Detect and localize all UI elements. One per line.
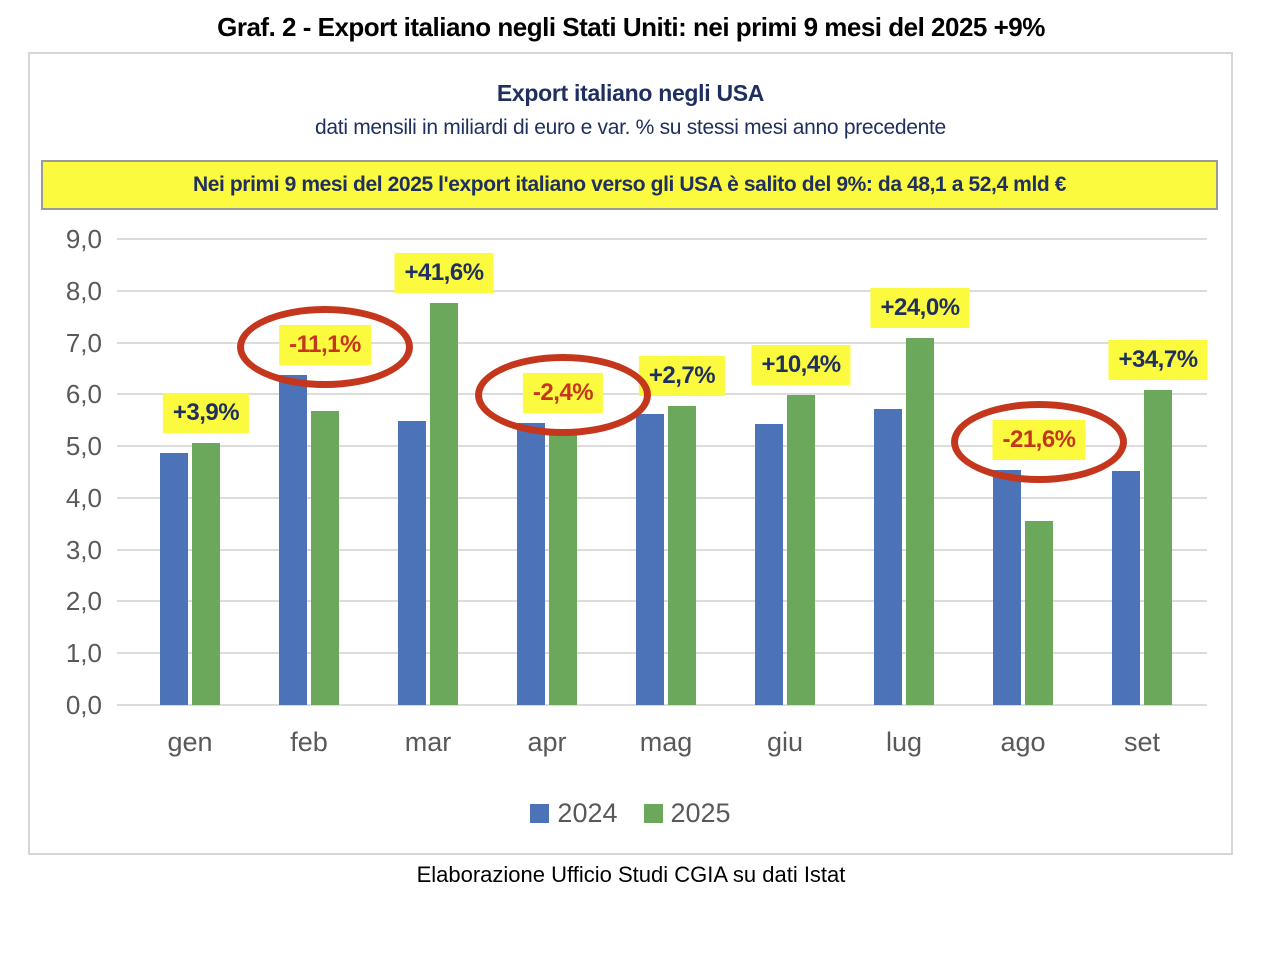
- footer-caption: Elaborazione Ufficio Studi CGIA su dati …: [416, 862, 846, 887]
- legend: 2024 2025: [30, 798, 1231, 829]
- x-axis-label-ago: ago: [1000, 727, 1046, 757]
- bar-2025-feb: [311, 410, 339, 705]
- x-axis-label-mar: mar: [404, 727, 452, 757]
- pct-label-mag: +2,7%: [638, 355, 726, 396]
- y-axis-tick: 3,0: [65, 534, 102, 565]
- legend-item-2025: 2025: [643, 798, 731, 829]
- x-axis-label-lug: lug: [885, 727, 923, 757]
- y-axis-tick: 7,0: [65, 327, 102, 358]
- pct-label-gen: +3,9%: [162, 393, 250, 433]
- gridline: [117, 704, 1207, 706]
- y-axis-tick: 5,0: [65, 431, 102, 462]
- x-axis-label-giu: giu: [766, 727, 804, 757]
- y-axis-tick: 6,0: [65, 379, 102, 410]
- highlight-ellipse-apr: [475, 353, 651, 436]
- bar-2025-apr: [549, 429, 577, 705]
- pct-label-lug: +24,0%: [870, 287, 970, 328]
- bar-2024-mag: [636, 414, 664, 705]
- bar-2025-gen: [192, 443, 220, 705]
- bar-2024-ago: [993, 470, 1021, 705]
- highlight-banner: Nei primi 9 mesi del 2025 l'export itali…: [41, 160, 1218, 210]
- highlight-ellipse-feb: [237, 305, 413, 388]
- bar-2025-set: [1144, 389, 1172, 705]
- bar-2024-giu: [755, 424, 783, 705]
- legend-swatch-2024: [530, 804, 550, 823]
- x-axis-label-apr: apr: [527, 727, 567, 757]
- x-axis-label-gen: gen: [167, 727, 213, 757]
- highlight-ellipse-ago: [951, 401, 1127, 484]
- bar-2024-mar: [398, 421, 426, 705]
- legend-item-2024: 2024: [530, 798, 618, 829]
- legend-swatch-2025: [643, 804, 663, 823]
- bar-2024-set: [1112, 470, 1140, 705]
- main-title: Graf. 2 - Export italiano negli Stati Un…: [217, 12, 1045, 42]
- x-axis-label-set: set: [1123, 727, 1161, 757]
- pct-label-mar: +41,6%: [394, 252, 494, 293]
- bar-2025-mar: [430, 302, 458, 705]
- y-axis-tick: 2,0: [65, 586, 102, 617]
- y-axis-tick: 4,0: [65, 482, 102, 513]
- legend-label-2024: 2024: [557, 798, 618, 828]
- bar-2024-gen: [160, 452, 188, 705]
- x-axis-label-mag: mag: [639, 727, 693, 757]
- bar-2025-giu: [787, 395, 815, 705]
- bar-2024-lug: [874, 408, 902, 705]
- chart-subtitle: dati mensili in miliardi di euro e var. …: [315, 116, 946, 139]
- plot-area: 9,0 8,0 7,0 6,0 5,0 4,0 3,0 2,0 1,0 0,0 gen +3,9% fe…: [30, 54, 1235, 857]
- y-axis-tick: 0,0: [65, 690, 102, 720]
- bar-2024-apr: [517, 422, 545, 705]
- bar-2025-mag: [668, 405, 696, 705]
- legend-label-2025: 2025: [670, 798, 731, 828]
- y-axis-tick: 8,0: [65, 275, 102, 306]
- chart-title: Export italiano negli USA: [496, 80, 765, 106]
- y-axis-tick: 9,0: [65, 224, 102, 254]
- bar-2025-lug: [906, 337, 934, 705]
- bar-2024-feb: [279, 374, 307, 705]
- x-axis-label-feb: feb: [290, 727, 328, 757]
- chart-box: Export italiano negli USA dati mensili i…: [28, 52, 1233, 855]
- y-axis-tick: 1,0: [65, 638, 102, 669]
- gridline: [117, 289, 1207, 292]
- gridline: [117, 341, 1207, 344]
- gridline: [117, 238, 1207, 240]
- bar-2025-ago: [1025, 521, 1053, 705]
- pct-label-set: +34,7%: [1108, 339, 1208, 380]
- pct-label-giu: +10,4%: [751, 345, 851, 386]
